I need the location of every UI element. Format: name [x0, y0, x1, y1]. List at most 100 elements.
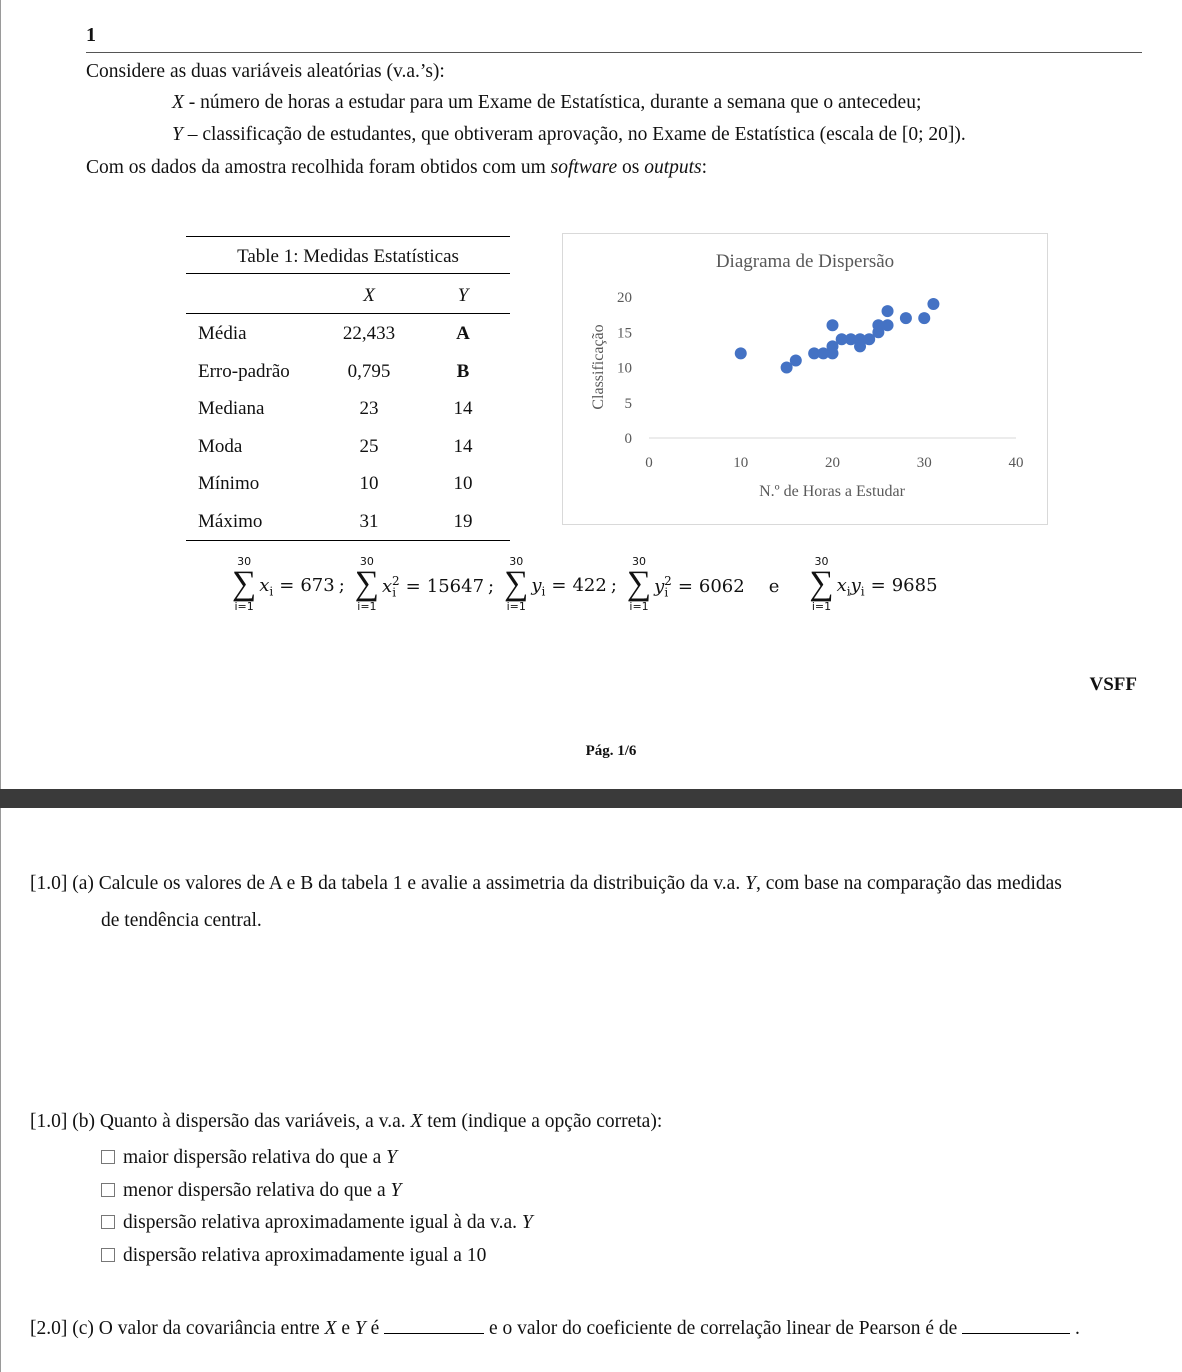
relation: = [279, 575, 295, 597]
separator: e [768, 576, 780, 598]
chart: Diagrama de Dispersão 0 5 10 15 20 0 10 20 30 40 N.… [590, 251, 1024, 500]
point [918, 312, 931, 325]
upper-limit: 30 [632, 555, 647, 568]
x-tick-label: 0 [645, 455, 653, 471]
variable: y [531, 575, 542, 597]
note: VSFF [1089, 674, 1138, 695]
question-b: [1.0] (b) Quanto à dispersão das variáve… [30, 1111, 662, 1133]
sum: 30 ∑ i=1 yi = 422; [504, 556, 621, 612]
text: os [617, 157, 645, 178]
x-axis-label: N.º de Horas a Estudar [759, 483, 905, 500]
sums: 30 ∑ i=1 xi = 673; 30 ∑ i=1 xi2 = 15647; 30 ∑ i=1 yi = 42… [232, 556, 944, 612]
x-tick-label: 40 [1009, 455, 1024, 471]
sum: 30 ∑ i=1 xi = 673; [232, 556, 349, 612]
sigma: 30 ∑ i=1 [504, 556, 528, 612]
text: – classificação de estudantes, que obtiv… [182, 124, 966, 145]
point [789, 354, 802, 367]
text: - número de horas a estudar para um Exam… [183, 92, 922, 113]
point [835, 333, 848, 346]
sum: 30 ∑ i=1 yi2 = 6062 e [627, 556, 803, 612]
row-label: Máximo [198, 510, 263, 532]
point [863, 333, 876, 346]
text: outputs [644, 157, 702, 178]
separator: ; [338, 575, 345, 597]
variable: x [836, 575, 847, 597]
x-tick-label: 30 [917, 455, 932, 471]
chart-title: Diagrama de Dispersão [716, 251, 894, 272]
upper-limit: 30 [509, 555, 524, 568]
text: [2.0] (c) O valor da covariância entre [30, 1318, 325, 1339]
symbol: X [172, 92, 184, 113]
question-c: [2.0] (c) O valor da covariância entre X… [30, 1317, 1080, 1340]
value: 9685 [891, 575, 938, 597]
sigma: 30 ∑ i=1 [232, 556, 256, 612]
cell-y: 10 [453, 473, 473, 494]
row-label: Mediana [198, 398, 265, 419]
separator: ; [488, 576, 495, 598]
checkbox[interactable] [101, 1182, 115, 1197]
value: 6062 [698, 576, 745, 598]
point [817, 347, 830, 360]
option-text: Y [521, 1212, 533, 1233]
symbol: X [410, 1111, 423, 1132]
row-label: Erro-padrão [198, 360, 290, 382]
cell-x: 23 [359, 398, 379, 419]
point [826, 340, 839, 353]
variable-x: X - número de horas a estudar para um Ex… [172, 92, 921, 114]
symbol: Y [172, 124, 183, 145]
sigma: 30 ∑ i=1 [809, 556, 833, 612]
option: maior dispersão relativa do que a Y [101, 1147, 533, 1180]
y-tick-label: 20 [617, 290, 632, 306]
cell-x: 0,795 [347, 360, 391, 382]
question-a: [1.0] (a) Calcule os valores de A e B da… [30, 873, 1062, 895]
text: e [336, 1318, 355, 1339]
expression: xi = 673; [259, 575, 349, 599]
upper-limit: 30 [814, 555, 829, 568]
point [826, 319, 839, 332]
checkbox[interactable] [101, 1247, 115, 1262]
text: [1.0] (a) Calcule os valores de A e B da… [30, 873, 746, 894]
text: [1.0] (b) Quanto à dispersão das variáve… [30, 1111, 411, 1132]
sigma: 30 ∑ i=1 [627, 556, 651, 612]
column-header: Y [458, 285, 469, 307]
x-tick-label: 20 [825, 455, 840, 471]
symbol: Y [354, 1318, 366, 1339]
text: é [365, 1318, 385, 1339]
point [734, 347, 747, 360]
answer-blank[interactable] [384, 1317, 485, 1334]
subscript: i [664, 585, 669, 600]
question-number: 1 [86, 24, 96, 46]
point [854, 340, 867, 353]
option-text: maior dispersão relativa do que a [123, 1147, 387, 1168]
symbol: Y [745, 873, 756, 894]
checkbox[interactable] [101, 1150, 115, 1164]
row-label: Média [198, 323, 247, 344]
page-number: Pág. 1/6 [585, 743, 637, 759]
point [881, 319, 894, 332]
expression: xi2 = 15647; [382, 574, 498, 600]
text: . [1070, 1318, 1080, 1339]
cell-y: B [456, 360, 470, 382]
y-tick-label: 10 [617, 361, 632, 377]
answer-blank[interactable] [962, 1317, 1071, 1334]
lower-limit: i=1 [811, 600, 832, 613]
sigma-sign: ∑ [232, 565, 257, 602]
relation: = [551, 575, 567, 597]
superscript: 2 [664, 574, 672, 589]
y-axis-label: Classificação [590, 324, 607, 409]
option: dispersão relativa aproximadamente igual… [101, 1245, 533, 1278]
text: Com os dados da amostra recolhida foram … [86, 157, 551, 178]
symbol: Y [457, 285, 469, 306]
cell-y: 14 [453, 435, 473, 457]
expression: xiyi = 9685 [837, 575, 938, 599]
column-header: X [363, 285, 375, 307]
option-text: menor dispersão relativa do que a [123, 1179, 391, 1201]
variable: y [654, 576, 665, 598]
checkbox[interactable] [101, 1215, 115, 1229]
sigma: 30 ∑ i=1 [355, 556, 379, 612]
option-text: dispersão relativa aproximadamente igual… [123, 1212, 522, 1233]
context: Com os dados da amostra recolhida foram … [86, 157, 707, 179]
lower-limit: i=1 [234, 600, 254, 613]
text: e o valor do coeficiente de correlação l… [484, 1318, 963, 1339]
expression: yi = 422; [531, 575, 621, 599]
